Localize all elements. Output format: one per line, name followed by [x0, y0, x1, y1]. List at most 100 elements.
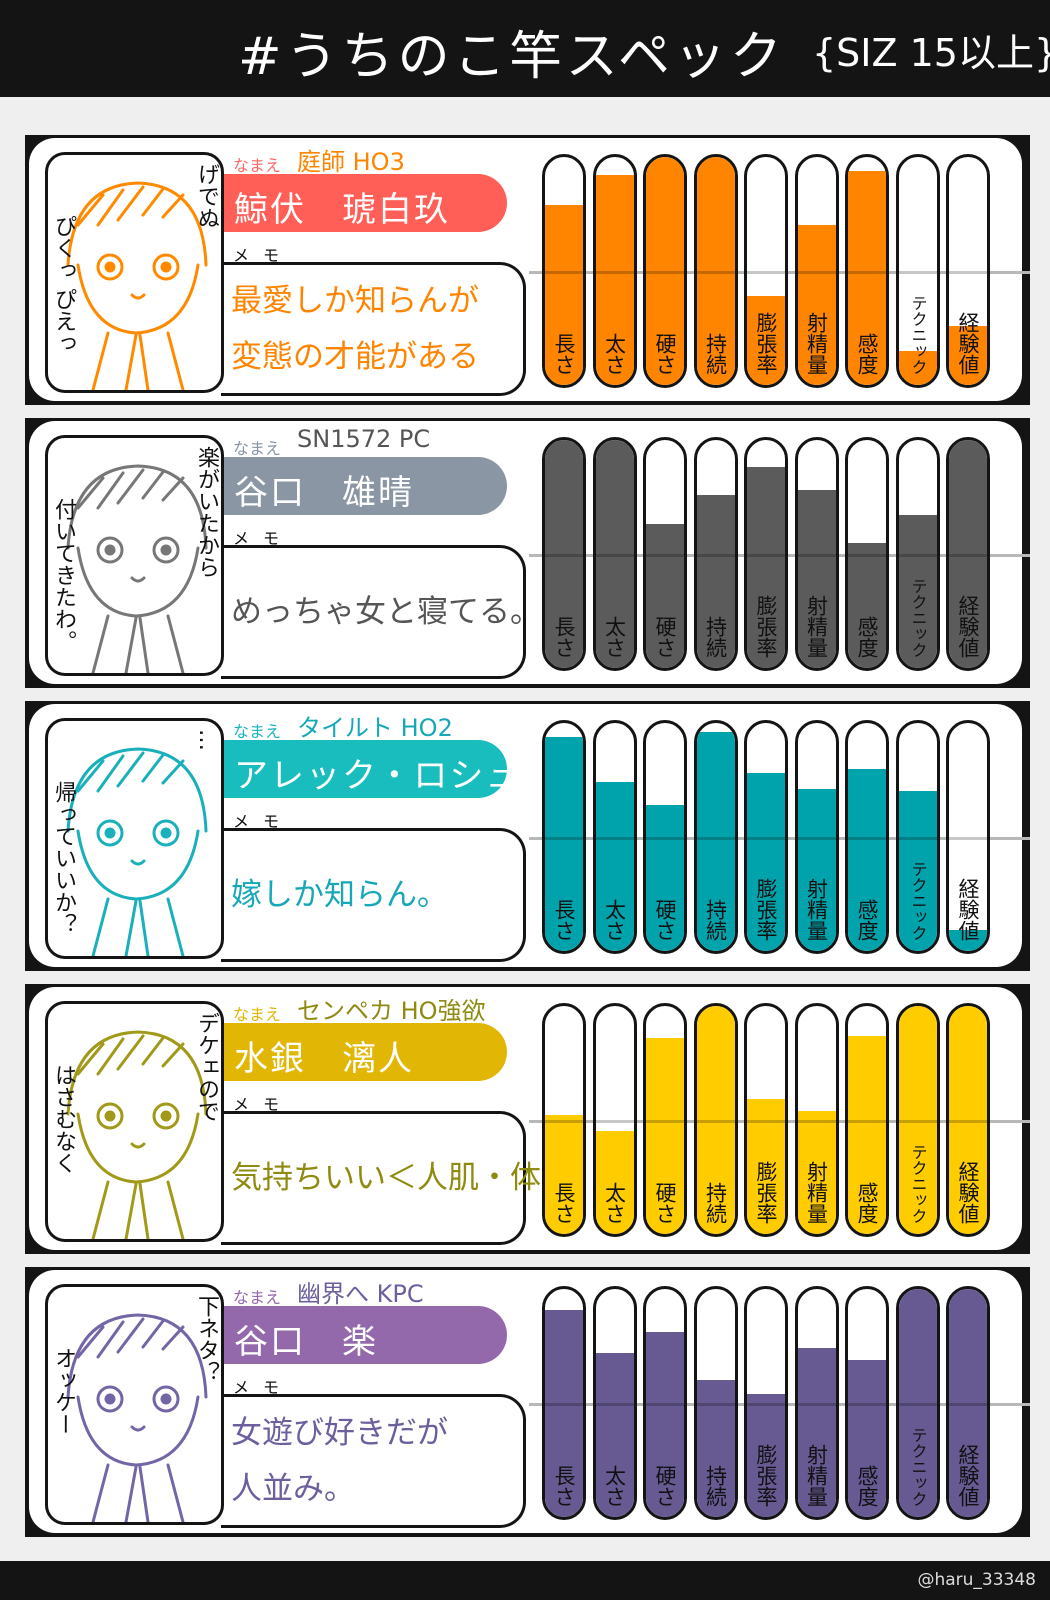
stat-bar-fill [747, 296, 785, 385]
stat-bar-fill [949, 1006, 987, 1234]
sketch-caption-left: 付いてきたわ。 [51, 498, 76, 652]
memo-line: 嫁しか知らん。 [231, 877, 448, 913]
card-body: げでぬ ぴくっ ぴえっ なまえ 庭師 HO3 鯨伏 琥白玖 メモ 最愛しか知らんが 変態の才能… [29, 138, 1030, 401]
name-label: なまえ [233, 1005, 282, 1024]
stat-bar-midline [545, 1120, 583, 1123]
sketch-caption-right: デケェので [194, 1012, 219, 1122]
memo-lines: 気持ちいい＜人肌・体温 [231, 1114, 572, 1242]
stat-bar: 感度 [845, 1003, 889, 1237]
character-portrait: デケェので はさむなく [45, 1001, 224, 1242]
stat-bar-fill [898, 1006, 937, 1234]
memo-line: 変態の才能がある [231, 339, 479, 375]
memo-lines: 最愛しか知らんが 変態の才能がある [231, 265, 519, 393]
stat-label: 射精量 [804, 1161, 829, 1224]
stat-label: 感度 [855, 333, 879, 375]
stat-bar: テクニック [895, 1286, 940, 1520]
page-subtitle: {SIZ 15以上} [812, 31, 1050, 75]
stat-bar-midline [797, 271, 836, 274]
character-portrait: げでぬ ぴくっ ぴえっ [45, 152, 224, 393]
card-body: 楽がいたから 付いてきたわ。 なまえ SN1572 PC 谷口 雄晴 メモ めっちゃ女と寝て… [29, 421, 1030, 684]
stat-bar: テクニック [895, 1003, 940, 1237]
stat-bar-midline [797, 837, 836, 840]
stat-bar-fill [949, 440, 987, 668]
stat-bar-fill [595, 1352, 634, 1517]
name-banner: 谷口 楽 [224, 1306, 507, 1364]
stat-label: テクニック [908, 295, 928, 375]
stat-bar-fill [747, 1099, 785, 1234]
character-name: 鯨伏 琥白玖 [234, 190, 450, 230]
stat-bar: 経験値 [946, 1003, 990, 1237]
stat-bar: 膨張率 [744, 720, 788, 954]
character-card: げでぬ ぴくっ ぴえっ なまえ 庭師 HO3 鯨伏 琥白玖 メモ 最愛しか知らんが 変態の才能… [25, 135, 1030, 405]
stat-label: 持続 [703, 1465, 728, 1507]
stat-bar-midline [747, 554, 785, 557]
stat-bar-midline [848, 554, 886, 557]
stat-bar-midline [646, 1120, 684, 1123]
stat-label: 持続 [703, 616, 728, 658]
header: #うちのこ竿スペック {SIZ 15以上} [0, 0, 1050, 97]
character-card: 下ネタ？ オッケー なまえ 幽界へ KPC 谷口 楽メモ 女遊び好きだが 人並み。 長さ 太さ硬… [25, 1267, 1030, 1537]
stat-bar-midline [898, 1403, 937, 1406]
stat-bar: 膨張率 [744, 154, 788, 388]
memo-line: 人並み。 [231, 1471, 355, 1507]
stat-bar: 硬さ [643, 720, 687, 954]
character-sketch [66, 1030, 208, 1239]
card-body: デケェので はさむなく なまえ センペカ HO強欲 水銀 漓人 メモ 気持ちいい＜人肌・体温… [29, 987, 1030, 1250]
stat-label: 感度 [855, 899, 879, 941]
stat-bar: 膨張率 [744, 1286, 788, 1520]
memo-label: メモ [233, 529, 294, 548]
stat-bar-midline [595, 1403, 634, 1406]
name-banner: 谷口 雄晴 [224, 457, 507, 515]
stat-bar-fill [595, 440, 634, 668]
stat-bar-fill [797, 490, 836, 668]
memo-box: 最愛しか知らんが 変態の才能がある [221, 262, 526, 396]
memo-box: めっちゃ女と寝てる。 [221, 545, 541, 679]
stat-bar-midline [545, 554, 583, 557]
stat-bar-midline [545, 271, 583, 274]
stat-bar: 射精量 [794, 720, 839, 954]
stat-bar-fill [545, 440, 583, 668]
sketch-caption-left: 帰っていいか？ [51, 781, 76, 935]
sketch-caption-right: 下ネタ？ [194, 1295, 219, 1383]
stat-bar-fill [949, 1289, 987, 1517]
stat-bar-midline [848, 1403, 886, 1406]
character-card: 楽がいたから 付いてきたわ。 なまえ SN1572 PC 谷口 雄晴 メモ めっちゃ女と寝て… [25, 418, 1030, 688]
stat-bar-fill [646, 1332, 684, 1517]
character-tag: 幽界へ KPC [297, 1280, 424, 1308]
stat-label: 硬さ [653, 899, 677, 941]
stat-label: 射精量 [804, 595, 829, 658]
memo-line: めっちゃ女と寝てる。 [231, 594, 541, 630]
stat-bar-midline [949, 837, 987, 840]
stat-bar: 感度 [845, 437, 889, 671]
stat-bar: 射精量 [794, 154, 839, 388]
stat-bar: 硬さ [643, 1003, 687, 1237]
stat-bar: 長さ [542, 1003, 586, 1237]
stat-bar: 持続 [693, 154, 738, 388]
stat-bar: 持続 [693, 720, 738, 954]
memo-line: 気持ちいい＜人肌・体温 [231, 1160, 572, 1196]
stat-label: テクニック [908, 861, 928, 941]
character-name: アレック・ロシュ [234, 756, 522, 796]
character-name: 谷口 雄晴 [234, 473, 414, 513]
stat-label: 膨張率 [754, 1161, 778, 1224]
memo-label: メモ [233, 1095, 294, 1114]
stat-label: 硬さ [653, 616, 677, 658]
stat-label: 感度 [855, 1465, 879, 1507]
stat-bar: 長さ [542, 437, 586, 671]
stat-bar-midline [747, 1403, 785, 1406]
stat-label: 持続 [703, 333, 728, 375]
stat-label: 経験値 [956, 878, 980, 941]
stat-bar-midline [696, 271, 735, 274]
card-body: … 帰っていいか？ なまえ タイルト HO2 アレック・ロシュ メモ 嫁しか知らん。 長さ 太さ… [29, 704, 1030, 967]
stat-bar-midline [545, 1403, 583, 1406]
stat-bar-fill [848, 1359, 886, 1517]
stat-bar-fill [848, 1035, 886, 1234]
stat-bar-midline [848, 837, 886, 840]
memo-box: 嫁しか知らん。 [221, 828, 526, 962]
name-banner: アレック・ロシュ [224, 740, 519, 798]
stat-label: 経験値 [956, 312, 980, 375]
stat-bar: 持続 [693, 437, 738, 671]
stat-bar-fill [595, 1131, 634, 1234]
stat-bar-midline [898, 554, 937, 557]
stat-bar-fill [898, 1289, 937, 1517]
